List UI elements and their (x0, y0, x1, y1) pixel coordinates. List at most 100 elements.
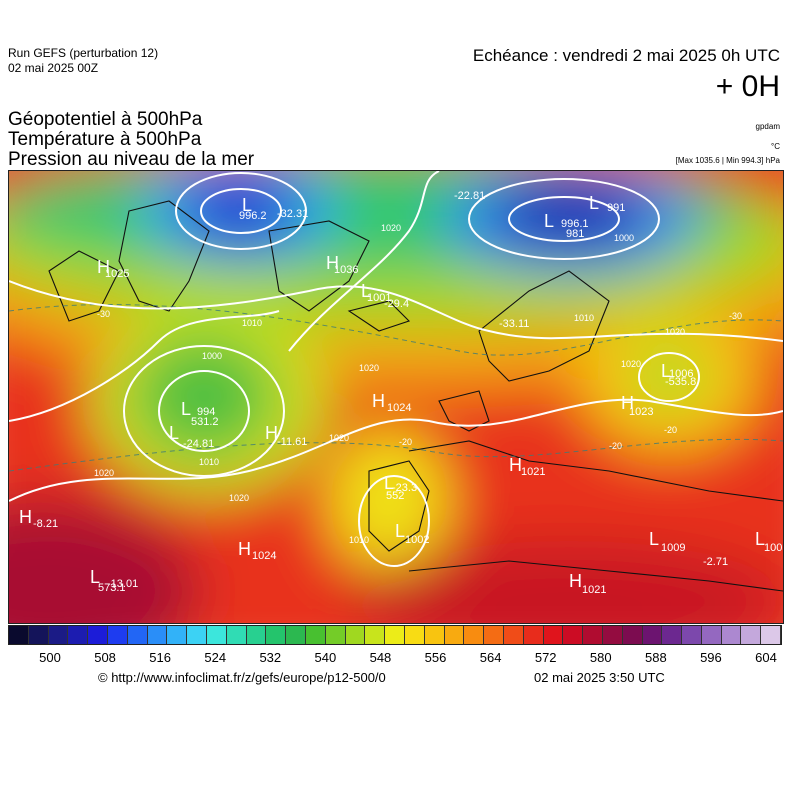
pressure-value-label: -22.81 (454, 190, 485, 202)
low-pressure-marker: L (242, 195, 252, 215)
pressure-value-label: 1009 (661, 542, 685, 554)
variable-geopotential: Géopotentiel à 500hPa (8, 109, 203, 130)
pressure-value-label: 1025 (105, 268, 129, 280)
color-scale-tick: 524 (204, 650, 227, 665)
pressure-value-label: -2.71 (703, 556, 728, 568)
variable-temperature: Température à 500hPa (8, 129, 202, 150)
pressure-value-label: 531.2 (191, 416, 219, 428)
color-scale-swatch (286, 626, 306, 644)
pressure-value-label: 1021 (582, 584, 606, 596)
color-scale-swatch (563, 626, 584, 644)
isobar-value-label: 1010 (349, 535, 369, 545)
unit-geopotential: gpdam (755, 122, 780, 131)
temperature-value-label: -20 (664, 425, 677, 435)
color-scale-swatch (167, 626, 188, 644)
isobar-value-label: 1010 (574, 313, 594, 323)
color-scale-swatch (68, 626, 89, 644)
color-scale-swatch (464, 626, 485, 644)
color-scale-swatch (187, 626, 207, 644)
color-scale-swatch (305, 626, 326, 644)
run-date: 02 mai 2025 00Z (8, 61, 99, 75)
color-scale-tick: 516 (149, 650, 171, 665)
color-scale-tick: 532 (259, 650, 282, 665)
color-scale-swatch (602, 626, 623, 644)
source-credit: © http://www.infoclimat.fr/z/gefs/europe… (98, 670, 386, 685)
high-pressure-marker: H (97, 257, 110, 277)
color-scale-swatch (404, 626, 425, 644)
color-scale-swatch (266, 626, 287, 644)
isobars (9, 171, 783, 567)
isobar-value-label: 1020 (94, 468, 114, 478)
pressure-value-label: 1006 (669, 368, 693, 380)
color-scale-swatch (246, 626, 267, 644)
color-scale-swatch (9, 626, 29, 644)
pressure-value-label: 996.2 (239, 210, 267, 222)
temperature-value-label: -30 (97, 309, 110, 319)
low-pressure-marker: L (90, 567, 100, 587)
pressure-value-label: -13.01 (107, 578, 138, 590)
color-scale-tick: 508 (94, 650, 116, 665)
unit-temperature: °C (771, 142, 780, 151)
pressure-value-label: 996.1 (561, 218, 589, 230)
pressure-value-label: 1023 (629, 406, 653, 418)
high-pressure-marker: H (238, 539, 251, 559)
temperature-value-label: -20 (609, 441, 622, 451)
pressure-value-label: 1036 (334, 264, 358, 276)
forecast-valid-time: Echéance : vendredi 2 mai 2025 0h UTC (472, 46, 780, 65)
pressure-value-label: -32.31 (277, 208, 308, 220)
color-scale-swatch (365, 626, 386, 644)
high-pressure-marker: H (265, 423, 278, 443)
color-scale (8, 625, 782, 645)
low-pressure-marker: L (661, 361, 671, 381)
pressure-value-label: -29.4 (384, 298, 409, 310)
color-scale-swatch (523, 626, 544, 644)
color-scale-swatch (206, 626, 227, 644)
pressure-value-label: -11.61 (277, 436, 307, 448)
color-scale-swatch (682, 626, 702, 644)
pressure-value-label: -8.21 (33, 518, 58, 530)
pressure-value-label: 1021 (521, 466, 545, 478)
pressure-value-label: 981 (566, 228, 584, 240)
temperature-value-label: -20 (399, 437, 412, 447)
high-pressure-marker: H (569, 571, 582, 591)
pressure-value-label: 994 (197, 406, 215, 418)
color-scale-swatch (721, 626, 742, 644)
color-scale-swatch (622, 626, 643, 644)
color-scale-swatch (424, 626, 445, 644)
generation-timestamp: 02 mai 2025 3:50 UTC (534, 670, 665, 685)
color-scale-swatch (345, 626, 366, 644)
pressure-value-label: 552 (386, 490, 404, 502)
color-scale-swatch (662, 626, 683, 644)
pressure-value-label: -535.8 (665, 376, 696, 388)
color-scale-tick: 604 (755, 650, 777, 665)
color-scale-swatch (325, 626, 346, 644)
color-scale-swatch (147, 626, 168, 644)
high-pressure-marker: H (372, 391, 385, 411)
color-scale-tick: 564 (479, 650, 502, 665)
run-label: Run GEFS (perturbation 12) (8, 46, 159, 60)
pressure-value-label: 1024 (387, 402, 411, 414)
color-scale-swatch (444, 626, 465, 644)
color-scale-swatch (127, 626, 148, 644)
pressure-value-label: 1005 (764, 542, 783, 554)
color-scale-tick: 596 (700, 650, 722, 665)
temperature-labels: -30 -30 -20 -20 -20 (97, 309, 742, 451)
isobar-value-label: 1020 (381, 223, 401, 233)
color-scale-tick: 588 (644, 650, 667, 665)
color-scale-swatch (226, 626, 247, 644)
color-scale-swatch (543, 626, 564, 644)
isobar-value-label: 1020 (229, 493, 249, 503)
isobar-value-label: 1020 (329, 433, 349, 443)
color-scale-swatch (761, 626, 782, 644)
color-scale-tick: 580 (589, 650, 612, 665)
color-scale-swatch (583, 626, 603, 644)
pressure-value-label: 1024 (252, 550, 276, 562)
color-scale-tick: 548 (369, 650, 392, 665)
pressure-value-label: 991 (607, 202, 625, 214)
lead-time: + 0H (715, 70, 780, 103)
low-pressure-marker: L (649, 529, 659, 549)
temperature-isolines (9, 304, 783, 472)
low-pressure-marker: L (755, 529, 765, 549)
color-scale-swatch (385, 626, 405, 644)
